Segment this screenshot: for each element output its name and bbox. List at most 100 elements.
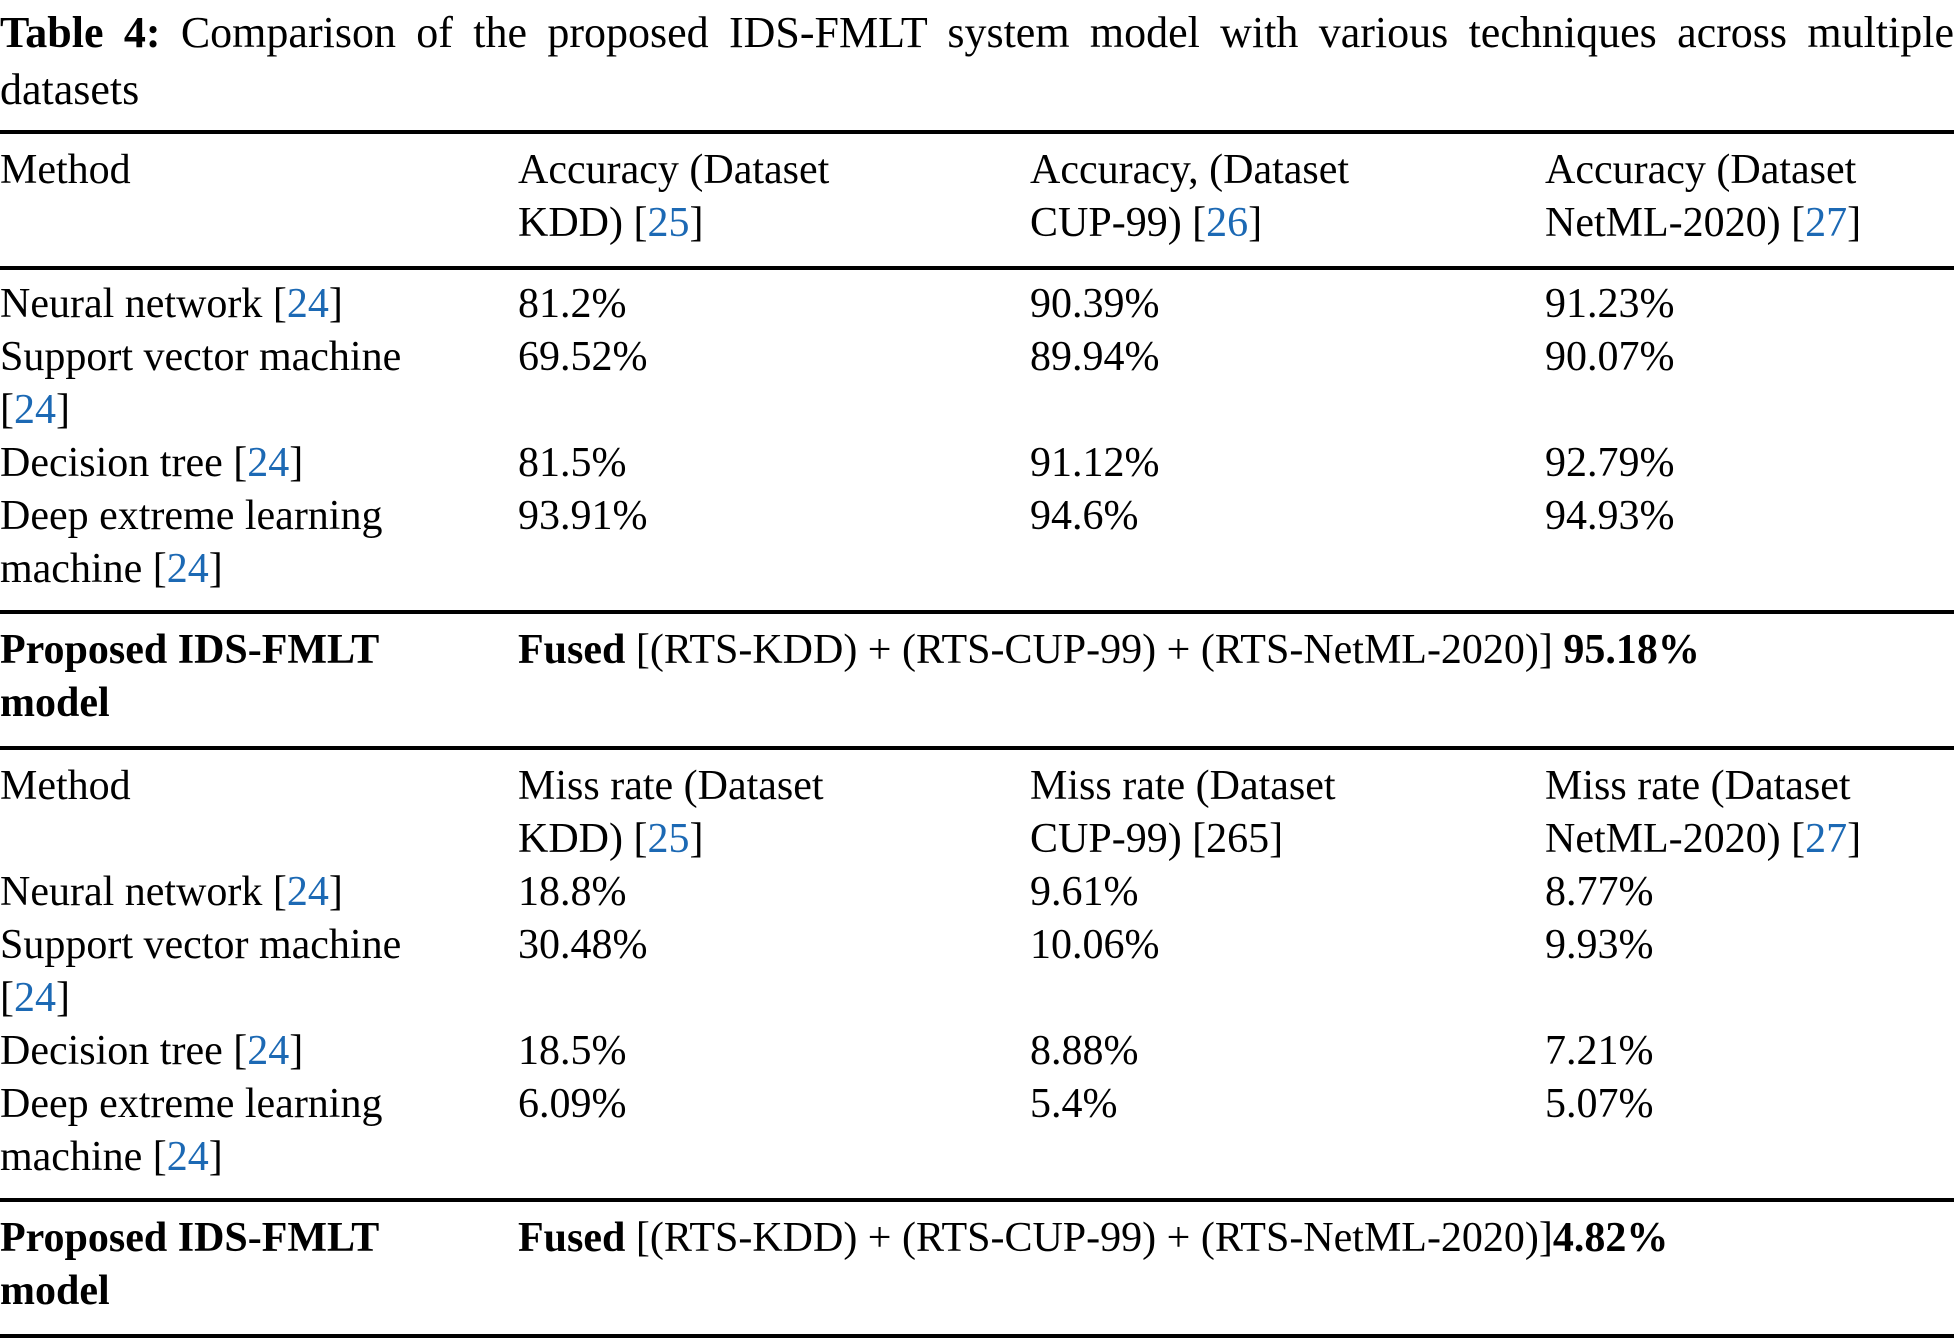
bracket: ]: [289, 440, 304, 486]
fused-missrate-result-cell: Fused [(RTS-KDD) + (RTS-CUP-99) + (RTS-N…: [518, 1212, 1954, 1265]
citation-link[interactable]: 27: [1805, 200, 1848, 246]
citation-link[interactable]: 24: [166, 1134, 209, 1180]
horizontal-rule: [0, 610, 1954, 614]
bracket: ]: [689, 816, 704, 862]
citation-link[interactable]: 24: [247, 440, 290, 486]
accuracy-netml-value: 91.23%: [1545, 281, 1675, 327]
citation-link[interactable]: 27: [1805, 816, 1848, 862]
fused-label: Fused: [518, 1215, 626, 1261]
missrate-cup99-header-cell: Miss rate (Dataset CUP-99) [265]: [1030, 760, 1545, 866]
header-line: Accuracy (Dataset: [518, 147, 830, 193]
header-line: Miss rate (Dataset: [1545, 763, 1851, 809]
header-line: Miss rate (Dataset: [518, 763, 824, 809]
method-label: Deep extreme learning machine [: [0, 1081, 383, 1180]
method-cell: Neural network [24]: [0, 278, 518, 331]
fused-accuracy-result-cell: Fused [(RTS-KDD) + (RTS-CUP-99) + (RTS-N…: [518, 624, 1954, 677]
header-line: CUP-99) [: [1030, 200, 1207, 246]
missrate-header-row: Method Miss rate (Dataset KDD) [25] Miss…: [0, 760, 1954, 866]
method-label: Support vector machine [: [0, 334, 402, 433]
accuracy-cup99-value: 91.12%: [1030, 440, 1160, 486]
accuracy-netml-value: 94.93%: [1545, 493, 1675, 539]
accuracy-kdd-value: 93.91%: [518, 493, 648, 539]
horizontal-rule: [0, 1334, 1954, 1338]
citation-link[interactable]: 24: [286, 869, 329, 915]
horizontal-rule: [0, 130, 1954, 134]
fused-label: Fused: [518, 627, 626, 673]
accuracy-cup99-header-cell: Accuracy, (Dataset CUP-99) [26]: [1030, 144, 1545, 250]
method-label: Decision tree [: [0, 440, 248, 486]
method-label: Decision tree [: [0, 1028, 248, 1074]
method-label: Deep extreme learning machine [: [0, 493, 383, 592]
table-row-neural-network: Neural network [24] 81.2% 90.39% 91.23%: [0, 278, 1954, 331]
accuracy-netml-value: 92.79%: [1545, 440, 1675, 486]
accuracy-netml-value: 90.07%: [1545, 334, 1675, 380]
missrate-netml-value: 9.93%: [1545, 922, 1654, 968]
fused-missrate-value: 4.82%: [1552, 1215, 1669, 1261]
citation-link[interactable]: 24: [14, 387, 56, 433]
table-caption: Table 4: Comparison of the proposed IDS-…: [0, 4, 1954, 130]
citation-link[interactable]: 24: [14, 975, 56, 1021]
citation-link[interactable]: 24: [247, 1028, 290, 1074]
accuracy-kdd-value: 81.5%: [518, 440, 627, 486]
accuracy-cup99-value: 89.94%: [1030, 334, 1160, 380]
missrate-kdd-value: 18.8%: [518, 869, 627, 915]
missrate-netml-value: 5.07%: [1545, 1081, 1654, 1127]
proposed-method-cell: Proposed IDS-FMLT model: [0, 627, 379, 726]
bracket: ]: [208, 1134, 223, 1180]
method-header-label: Method: [0, 147, 131, 193]
proposed-method-cell: Proposed IDS-FMLT model: [0, 1215, 379, 1314]
proposed-missrate-row: Proposed IDS-FMLT model Fused [(RTS-KDD)…: [0, 1202, 1954, 1334]
method-label: Support vector machine [: [0, 922, 402, 1021]
header-line: Accuracy (Dataset: [1545, 147, 1857, 193]
missrate-kdd-value: 30.48%: [518, 922, 648, 968]
bracket: ]: [56, 387, 70, 433]
table-caption-label: Table 4:: [0, 8, 161, 57]
fused-formula: [(RTS-KDD) + (RTS-CUP-99) + (RTS-NetML-2…: [625, 627, 1564, 673]
missrate-netml-value: 8.77%: [1545, 869, 1654, 915]
table-row-neural-network: Neural network [24] 18.8% 9.61% 8.77%: [0, 866, 1954, 919]
missrate-section: Method Miss rate (Dataset KDD) [25] Miss…: [0, 750, 1954, 1198]
method-cell: Support vector machine [24]: [0, 331, 518, 437]
accuracy-rows: Neural network [24] 81.2% 90.39% 91.23% …: [0, 270, 1954, 610]
accuracy-cup99-value: 94.6%: [1030, 493, 1139, 539]
method-cell: Decision tree [24]: [0, 437, 518, 490]
table-row-deep-extreme-learning: Deep extreme learning machine [24] 93.91…: [0, 490, 1954, 596]
method-header-label: Method: [0, 763, 131, 809]
table-row-svm: Support vector machine [24] 69.52% 89.94…: [0, 331, 1954, 437]
fused-formula: [(RTS-KDD) + (RTS-CUP-99) + (RTS-NetML-2…: [625, 1215, 1553, 1261]
header-line: KDD) [: [518, 816, 648, 862]
table-row-decision-tree: Decision tree [24] 18.5% 8.88% 7.21%: [0, 1025, 1954, 1078]
horizontal-rule: [0, 266, 1954, 270]
accuracy-kdd-value: 81.2%: [518, 281, 627, 327]
accuracy-kdd-header-cell: Accuracy (Dataset KDD) [25]: [518, 144, 1030, 250]
citation-link[interactable]: 24: [286, 281, 329, 327]
missrate-kdd-value: 6.09%: [518, 1081, 627, 1127]
bracket: ]: [1847, 816, 1862, 862]
method-cell: Deep extreme learning machine [24]: [0, 490, 518, 596]
citation-link[interactable]: 24: [166, 546, 209, 592]
citation-link[interactable]: 25: [647, 200, 690, 246]
missrate-netml-header-cell: Miss rate (Dataset NetML-2020) [27]: [1545, 760, 1954, 866]
method-cell: Deep extreme learning machine [24]: [0, 1078, 518, 1184]
table-caption-text: Comparison of the proposed IDS-FMLT syst…: [0, 8, 1954, 114]
accuracy-kdd-value: 69.52%: [518, 334, 648, 380]
missrate-kdd-header-cell: Miss rate (Dataset KDD) [25]: [518, 760, 1030, 866]
missrate-cup99-value: 9.61%: [1030, 869, 1139, 915]
accuracy-header-row: Method Accuracy (Dataset KDD) [25] Accur…: [0, 134, 1954, 266]
bracket: ]: [689, 200, 704, 246]
horizontal-rule: [0, 746, 1954, 750]
bracket: ]: [1847, 200, 1862, 246]
header-line: KDD) [: [518, 200, 648, 246]
method-label: Neural network [: [0, 869, 287, 915]
comparison-table: Method Accuracy (Dataset KDD) [25] Accur…: [0, 130, 1954, 1338]
header-line: Accuracy, (Dataset: [1030, 147, 1350, 193]
bracket: ]: [56, 975, 70, 1021]
missrate-netml-value: 7.21%: [1545, 1028, 1654, 1074]
missrate-kdd-value: 18.5%: [518, 1028, 627, 1074]
citation-link[interactable]: 26: [1206, 200, 1249, 246]
citation-link[interactable]: 25: [647, 816, 690, 862]
bracket: ]: [289, 1028, 304, 1074]
missrate-cup99-value: 10.06%: [1030, 922, 1160, 968]
header-line: NetML-2020) [: [1545, 816, 1806, 862]
